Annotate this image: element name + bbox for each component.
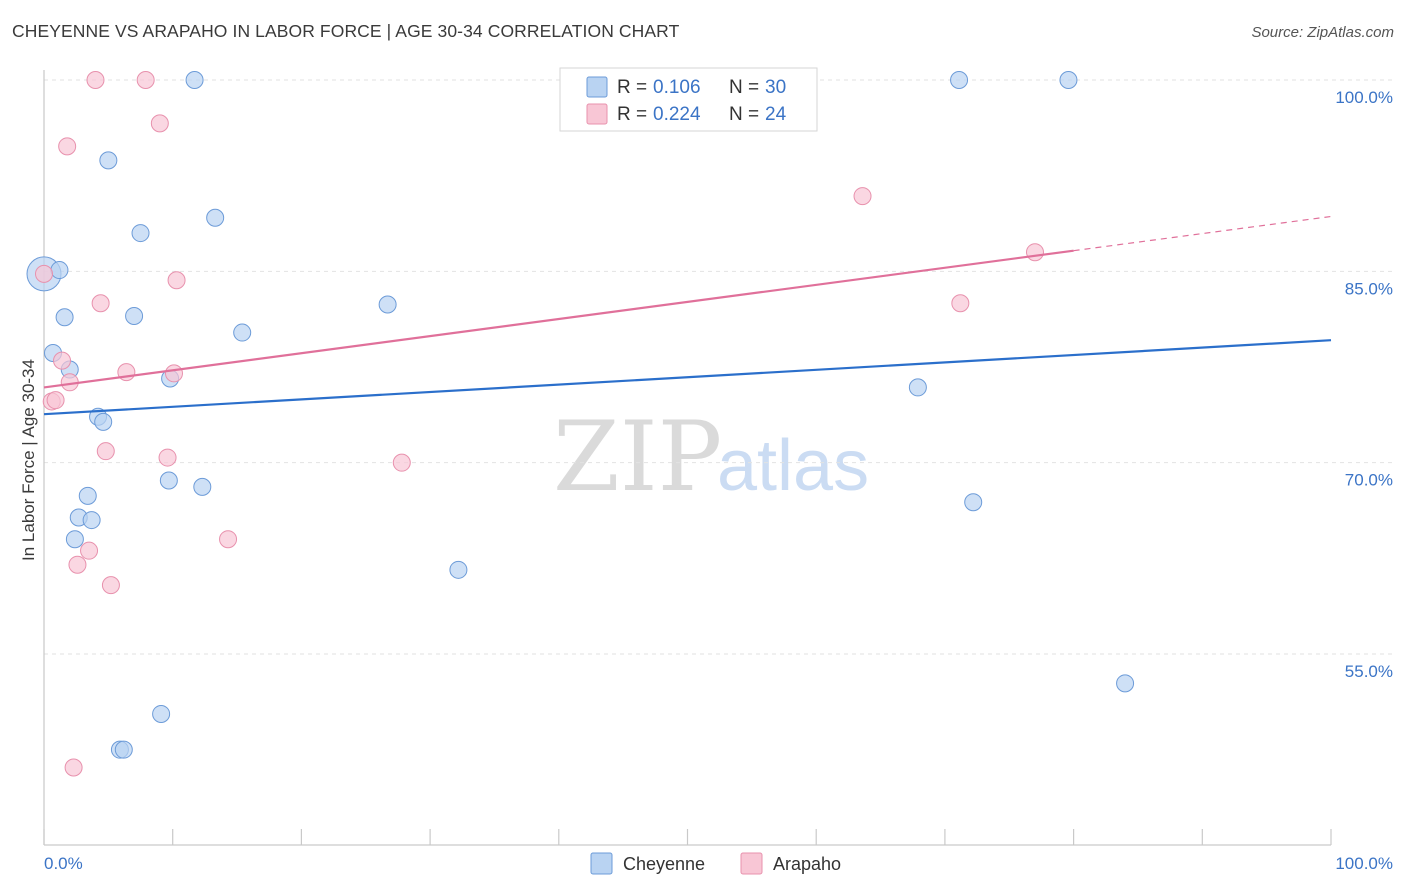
cheyenne-point-10 (65, 530, 84, 549)
trend-lines (43, 215, 1332, 416)
chart-source: Source: ZipAtlas.com (1251, 24, 1394, 41)
grid-lines (44, 79, 1393, 655)
arapaho-point-0 (35, 264, 53, 283)
series-legend: Cheyenne Arapaho (590, 852, 841, 875)
cheyenne-point-12 (131, 224, 150, 243)
cheyenne-point-29 (1116, 674, 1135, 693)
arapaho-point-17 (164, 364, 183, 383)
arapaho-point-7 (91, 294, 110, 313)
bottom-legend-swatch-arapaho (740, 852, 763, 875)
cheyenne-point-11 (99, 151, 118, 170)
cheyenne-point-1 (50, 261, 69, 280)
y-tick-label-3: 55.0% (1345, 662, 1393, 681)
arapaho-point-5 (58, 137, 77, 156)
cheyenne-point-19 (193, 477, 212, 496)
cheyenne-point-16 (233, 323, 252, 342)
cheyenne-point-13 (125, 306, 144, 325)
watermark-atlas: atlas (717, 426, 869, 506)
arapaho-point-16 (167, 271, 186, 290)
correlation-legend: R = 0.106 N = 30 R = 0.224 N = 24 (559, 67, 818, 132)
arapaho-point-14 (136, 71, 155, 89)
watermark: ZIP atlas (553, 401, 869, 513)
cheyenne-point-25 (908, 378, 927, 397)
arapaho-point-18 (158, 448, 177, 467)
legend-swatch-arapaho (586, 103, 608, 125)
bottom-legend-label-cheyenne: Cheyenne (623, 854, 705, 874)
cheyenne-point-23 (378, 295, 397, 314)
arapaho-point-15 (150, 114, 169, 133)
cheyenne-point-2 (55, 308, 74, 327)
cheyenne-trend-line (43, 339, 1332, 416)
legend-n-label-cheyenne: N = (729, 77, 759, 98)
x-axis-ticks (43, 829, 1332, 845)
y-tick-labels: 100.0% 85.0% 70.0% 55.0% (1335, 88, 1393, 681)
cheyenne-point-27 (964, 493, 983, 512)
y-tick-label-0: 100.0% (1335, 88, 1393, 107)
arapaho-point-11 (101, 576, 120, 595)
legend-r-label-arapaho: R = (617, 104, 647, 125)
cheyenne-point-9 (82, 511, 101, 530)
arapaho-point-20 (392, 453, 411, 472)
legend-n-value-cheyenne: 30 (765, 77, 786, 98)
arapaho-point-22 (951, 294, 970, 313)
x-tick-label-max: 100.0% (1335, 854, 1393, 873)
y-axis-label: In Labor Force | Age 30-34 (19, 359, 38, 561)
cheyenne-point-22 (114, 740, 133, 759)
arapaho-point-3 (53, 351, 72, 370)
bottom-legend-label-arapaho: Arapaho (773, 854, 841, 874)
legend-swatch-cheyenne (586, 76, 608, 98)
legend-r-value-arapaho: 0.224 (653, 104, 701, 125)
arapaho-trend-line-extension (1073, 215, 1332, 252)
arapaho-trend-line (43, 249, 1074, 389)
cheyenne-point-28 (1059, 71, 1078, 89)
arapaho-point-8 (96, 442, 115, 461)
cheyenne-point-7 (78, 486, 97, 505)
cheyenne-point-26 (950, 71, 969, 89)
arapaho-point-12 (64, 758, 83, 777)
y-tick-label-2: 70.0% (1345, 471, 1393, 490)
cheyenne-point-15 (206, 208, 225, 227)
legend-r-value-cheyenne: 0.106 (653, 77, 701, 98)
legend-r-label-cheyenne: R = (617, 77, 647, 98)
arapaho-point-6 (86, 71, 105, 89)
bottom-legend-swatch-cheyenne (590, 852, 613, 875)
arapaho-point-19 (219, 530, 238, 549)
arapaho-points (35, 71, 1044, 777)
cheyenne-point-24 (449, 560, 468, 579)
legend-n-value-arapaho: 24 (765, 104, 787, 125)
y-tick-label-1: 85.0% (1345, 279, 1393, 298)
chart-title: CHEYENNE VS ARAPAHO IN LABOR FORCE | AGE… (12, 21, 680, 41)
cheyenne-point-20 (152, 704, 171, 723)
legend-n-label-arapaho: N = (729, 104, 759, 125)
arapaho-point-23 (1025, 243, 1044, 262)
x-tick-label-min: 0.0% (44, 854, 83, 873)
cheyenne-point-14 (185, 71, 204, 89)
watermark-zip: ZIP (553, 401, 722, 513)
arapaho-point-2 (46, 391, 65, 410)
cheyenne-point-18 (159, 471, 178, 490)
arapaho-point-21 (853, 187, 872, 206)
arapaho-point-10 (80, 541, 99, 560)
arapaho-point-9 (68, 555, 87, 574)
cheyenne-point-6 (94, 412, 113, 431)
